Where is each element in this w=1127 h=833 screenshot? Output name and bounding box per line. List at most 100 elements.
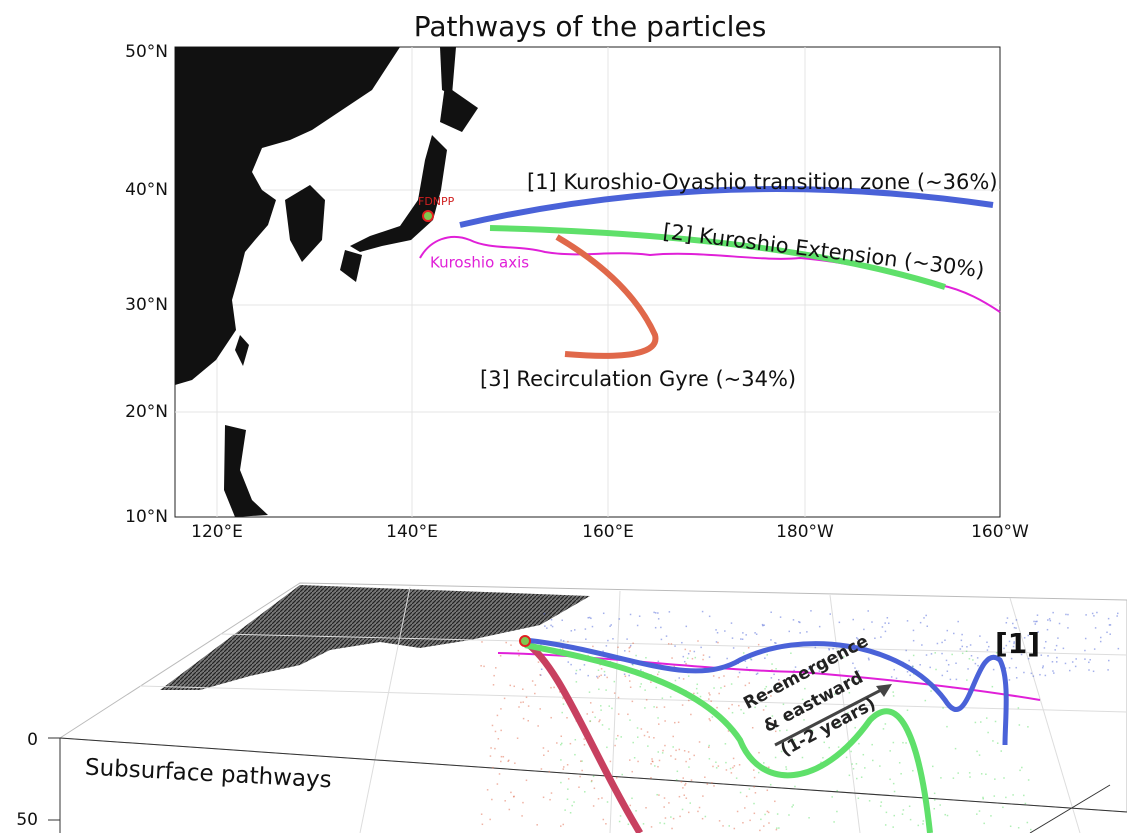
particle xyxy=(598,721,600,723)
particle xyxy=(884,622,886,624)
particle xyxy=(707,783,709,785)
lon-tick-label: 180°W xyxy=(776,522,834,542)
particle xyxy=(728,708,730,710)
particle xyxy=(918,825,920,827)
particle xyxy=(561,743,563,745)
particle xyxy=(631,798,633,800)
particle xyxy=(567,764,569,766)
particle xyxy=(584,791,586,793)
particle xyxy=(541,669,543,671)
particle xyxy=(708,692,710,694)
particle xyxy=(1100,637,1102,639)
particle xyxy=(685,783,687,785)
particle xyxy=(635,655,637,657)
particle xyxy=(1021,767,1023,769)
particle xyxy=(551,619,553,621)
particle xyxy=(674,645,676,647)
particle xyxy=(979,810,981,812)
particle xyxy=(644,707,646,709)
particle xyxy=(722,825,724,827)
particle xyxy=(659,822,661,824)
particle xyxy=(664,823,666,825)
particle xyxy=(709,694,711,696)
particle xyxy=(685,663,687,665)
particle xyxy=(1006,622,1008,624)
particle xyxy=(702,795,704,797)
particle xyxy=(731,704,733,706)
particle xyxy=(886,812,888,814)
particle xyxy=(934,808,936,810)
particle xyxy=(758,752,760,754)
particle xyxy=(749,682,751,684)
particle xyxy=(1056,645,1058,647)
particle xyxy=(986,642,988,644)
particle xyxy=(976,813,978,815)
site-marker-3d xyxy=(520,636,530,646)
particle xyxy=(822,757,824,759)
particle xyxy=(605,689,607,691)
particle xyxy=(734,765,736,767)
particle xyxy=(560,825,562,827)
particle xyxy=(715,762,717,764)
particle xyxy=(1072,661,1074,663)
particle xyxy=(646,699,648,701)
particle xyxy=(564,809,566,811)
particle xyxy=(492,725,494,727)
particle xyxy=(567,641,569,643)
particle xyxy=(1047,655,1049,657)
particle xyxy=(497,783,499,785)
particle xyxy=(624,650,626,652)
particle xyxy=(905,742,907,744)
particle xyxy=(671,828,673,830)
particle xyxy=(1018,707,1020,709)
particle xyxy=(628,647,630,649)
particle xyxy=(969,772,971,774)
particle xyxy=(500,730,502,732)
particle xyxy=(641,728,643,730)
particle xyxy=(853,768,855,770)
particle xyxy=(480,665,482,667)
particle xyxy=(951,654,953,656)
particle xyxy=(863,754,865,756)
particle xyxy=(1041,654,1043,656)
particle xyxy=(1057,637,1059,639)
particle xyxy=(850,751,852,753)
particle xyxy=(760,819,762,821)
particle xyxy=(663,806,665,808)
particle xyxy=(883,728,885,730)
particle xyxy=(1027,822,1029,824)
particle xyxy=(942,675,944,677)
particle xyxy=(685,761,687,763)
particle xyxy=(894,815,896,817)
particle xyxy=(664,745,666,747)
particle xyxy=(686,797,688,799)
particle xyxy=(630,645,632,647)
panel-label: Subsurface pathways xyxy=(84,755,332,794)
particle xyxy=(920,622,922,624)
particle xyxy=(868,659,870,661)
particle xyxy=(1088,662,1090,664)
particle xyxy=(632,742,634,744)
particle xyxy=(802,757,804,759)
particle xyxy=(1110,624,1112,626)
particle xyxy=(804,688,806,690)
particle xyxy=(737,811,739,813)
particle xyxy=(651,826,653,828)
particle xyxy=(879,765,881,767)
particle xyxy=(684,794,686,796)
particle xyxy=(718,677,720,679)
particle xyxy=(654,765,656,767)
lat-tick-label: 30°N xyxy=(125,295,168,315)
particle xyxy=(522,802,524,804)
particle xyxy=(754,813,756,815)
particle xyxy=(574,754,576,756)
particle xyxy=(610,761,612,763)
particle xyxy=(513,796,515,798)
particle xyxy=(645,657,647,659)
particle xyxy=(946,660,948,662)
particle xyxy=(682,787,684,789)
particle xyxy=(1010,826,1012,828)
particle xyxy=(1016,677,1018,679)
particle xyxy=(738,705,740,707)
particle xyxy=(614,692,616,694)
